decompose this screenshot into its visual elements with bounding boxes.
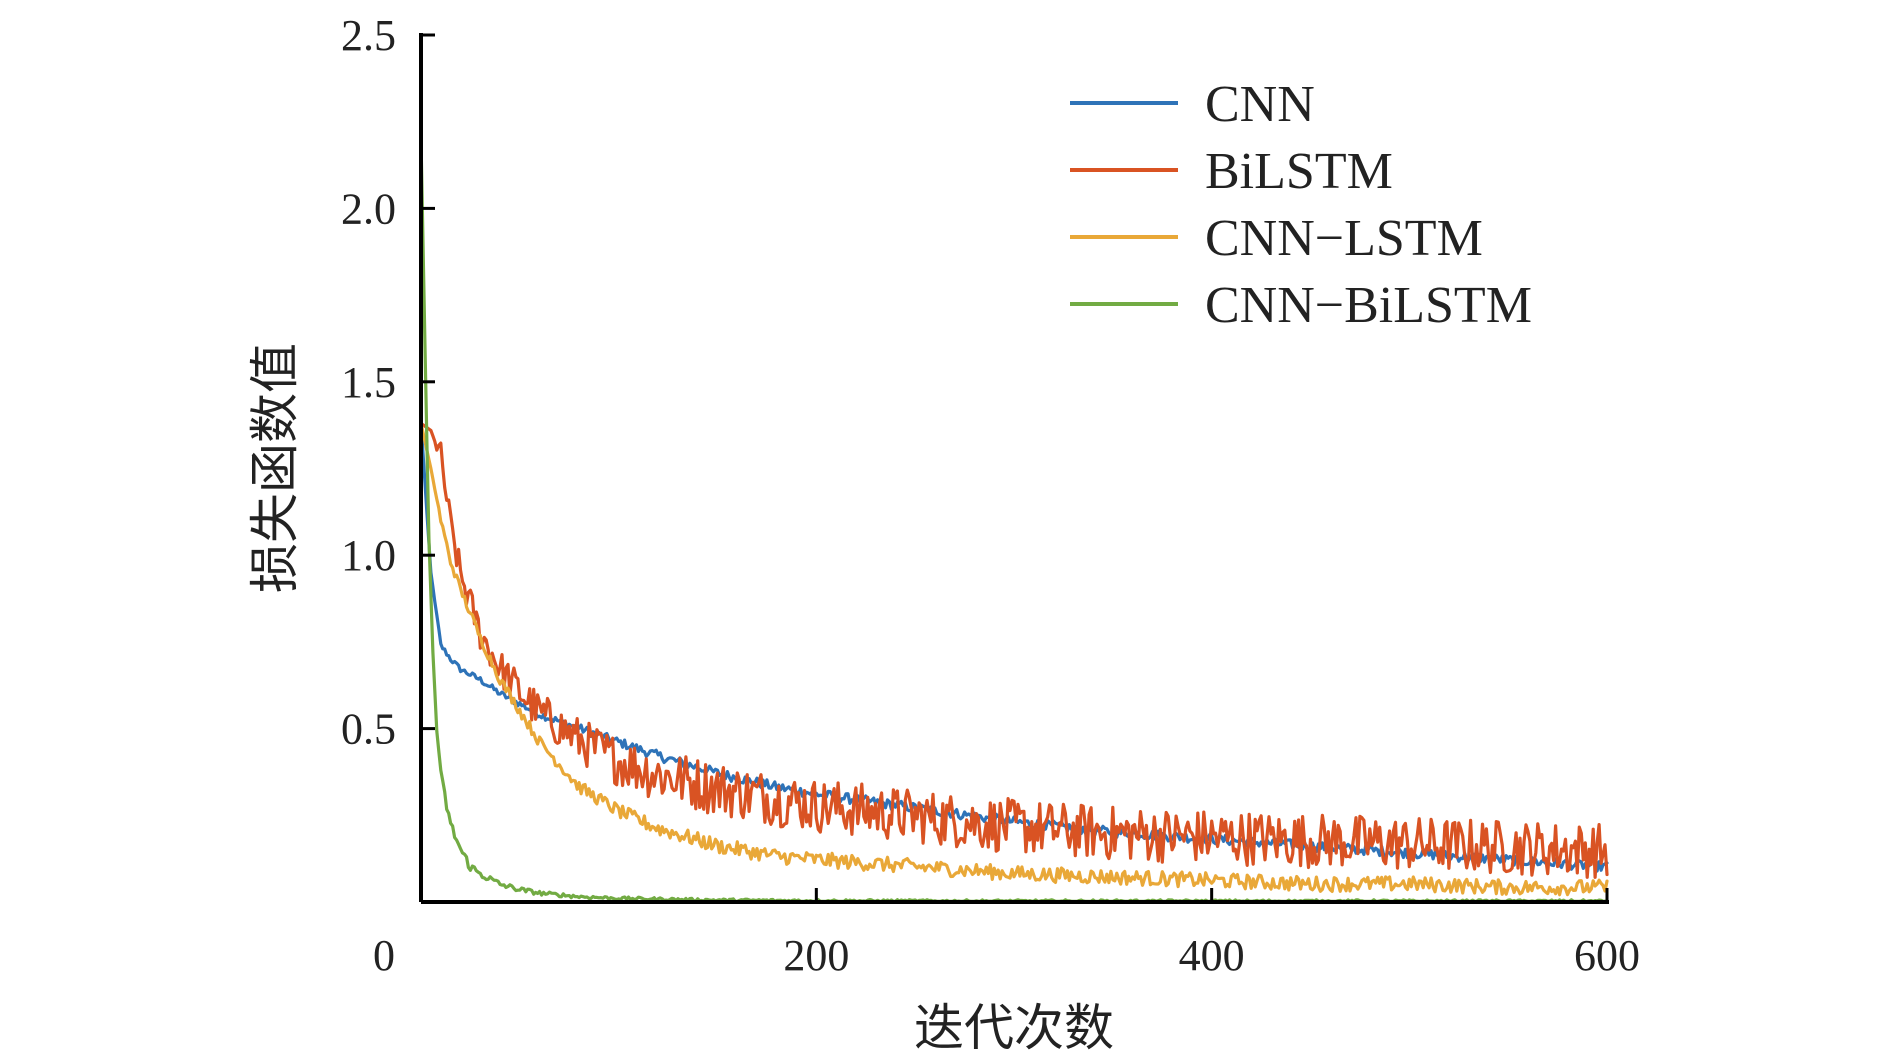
legend-label: CNN−LSTM: [1205, 210, 1483, 267]
series-line-2: [419, 421, 1609, 897]
x-tick-label: 0: [373, 931, 395, 980]
legend-label: CNN: [1205, 76, 1315, 133]
x-axis-title: 迭代次数: [914, 999, 1114, 1057]
series-line-1: [419, 421, 1609, 879]
legend-label: CNN−BiLSTM: [1205, 277, 1532, 334]
axes-layer: 0.5 1.0 1.5 2.0 2.5 0 200 400 600 迭代次数 损失函数值: [246, 11, 1640, 1057]
x-tick-label: 400: [1179, 931, 1245, 980]
y-axis-title: 损失函数值: [246, 343, 304, 593]
y-tick-label: 2.0: [341, 184, 396, 233]
y-tick-label: 1.5: [341, 358, 396, 407]
legend: CNN BiLSTM CNN−LSTM CNN−BiLSTM: [1070, 76, 1532, 334]
y-tick-label: 2.5: [341, 11, 396, 60]
x-tick-label: 200: [783, 931, 849, 980]
y-tick-label: 1.0: [341, 531, 396, 580]
x-tick-label: 600: [1574, 931, 1640, 980]
legend-label: BiLSTM: [1205, 143, 1393, 200]
y-tick-label: 0.5: [341, 705, 396, 754]
